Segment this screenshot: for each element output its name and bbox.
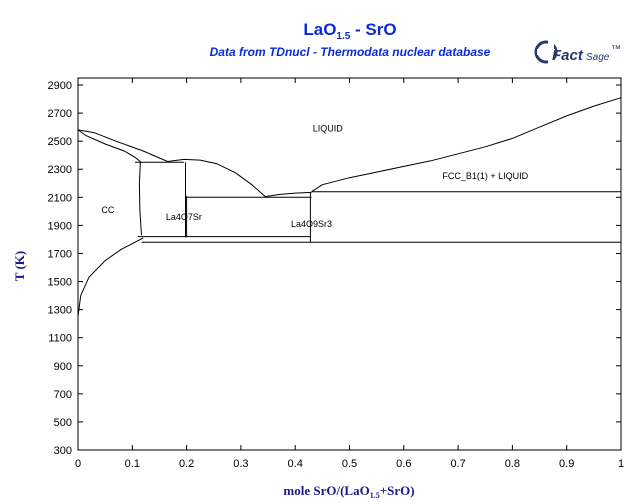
y-tick-label: 900 bbox=[54, 361, 72, 373]
y-tick-label: 1500 bbox=[48, 277, 72, 289]
y-tick-label: 2900 bbox=[48, 80, 72, 92]
phase-line-solidus-cc bbox=[138, 161, 142, 236]
x-tick-label: 0.1 bbox=[125, 458, 140, 470]
x-tick-label: 0.3 bbox=[233, 458, 248, 470]
x-tick-label: 0.5 bbox=[342, 458, 357, 470]
region-labels: LIQUID FCC_B1(1) + LIQUID CC La4O7Sr La4O9Sr… bbox=[101, 123, 528, 228]
phase-line-liquidus-right bbox=[311, 97, 622, 193]
x-axis-ticks: 0 0.1 0.2 0.3 0.4 0.5 0.6 0.7 0.8 0.9 1 bbox=[75, 78, 624, 470]
phase-line-liquidus-left-upper bbox=[77, 129, 168, 162]
logo-text-sage: Sage bbox=[586, 52, 610, 63]
chart-subtitle: Data from TDnucl - Thermodata nuclear da… bbox=[210, 45, 491, 59]
phase-line-solvus-cc bbox=[77, 237, 144, 317]
factsage-logo-icon bbox=[534, 40, 558, 64]
chart-title: LaO1.5 - SrO bbox=[303, 20, 396, 42]
y-tick-label: 1300 bbox=[48, 305, 72, 317]
y-axis-label: T (K) bbox=[12, 251, 27, 281]
region-label: FCC_B1(1) + LIQUID bbox=[442, 171, 528, 181]
y-tick-label: 1900 bbox=[48, 220, 72, 232]
title-subscript: 1.5 bbox=[336, 31, 350, 42]
y-tick-label: 2100 bbox=[48, 192, 72, 204]
x-tick-label: 0.9 bbox=[559, 458, 574, 470]
region-label: La4O9Sr3 bbox=[291, 219, 332, 229]
factsage-logo: Fact Sage ™ bbox=[534, 40, 621, 64]
region-label: La4O7Sr bbox=[166, 212, 202, 222]
y-tick-label: 1700 bbox=[48, 248, 72, 260]
x-tick-label: 1 bbox=[618, 458, 624, 470]
x-tick-label: 0.2 bbox=[179, 458, 194, 470]
logo-text-fact: Fact bbox=[552, 47, 584, 64]
y-tick-label: 1100 bbox=[48, 333, 72, 345]
x-tick-label: 0.7 bbox=[450, 458, 465, 470]
title-rest: - SrO bbox=[350, 20, 396, 39]
y-tick-label: 300 bbox=[54, 445, 72, 457]
y-axis-ticks: 300 500 700 900 1100 1300 1500 1700 1900 2100 2300… bbox=[48, 80, 621, 457]
y-tick-label: 700 bbox=[54, 389, 72, 401]
y-tick-label: 2700 bbox=[48, 108, 72, 120]
y-tick-label: 500 bbox=[54, 417, 72, 429]
x-tick-label: 0 bbox=[75, 458, 81, 470]
logo-trademark: ™ bbox=[611, 44, 621, 55]
x-tick-label: 0.4 bbox=[288, 458, 303, 470]
plot-frame bbox=[77, 77, 622, 451]
region-label: LIQUID bbox=[313, 123, 344, 133]
x-axis-label: mole SrO/(LaO1.5+SrO) bbox=[283, 483, 414, 500]
y-tick-label: 2500 bbox=[48, 136, 72, 148]
phase-line-liquidus-left-lower bbox=[77, 129, 141, 162]
y-tick-label: 2300 bbox=[48, 164, 72, 176]
region-label: CC bbox=[101, 205, 114, 215]
phase-boundaries bbox=[77, 97, 622, 317]
phase-line-liquidus-la4o9sr3-left bbox=[265, 191, 312, 198]
x-tick-label: 0.8 bbox=[505, 458, 520, 470]
title-main: LaO bbox=[303, 20, 336, 39]
phase-line-liquidus-la4o7sr bbox=[167, 158, 266, 197]
x-tick-label: 0.6 bbox=[396, 458, 411, 470]
